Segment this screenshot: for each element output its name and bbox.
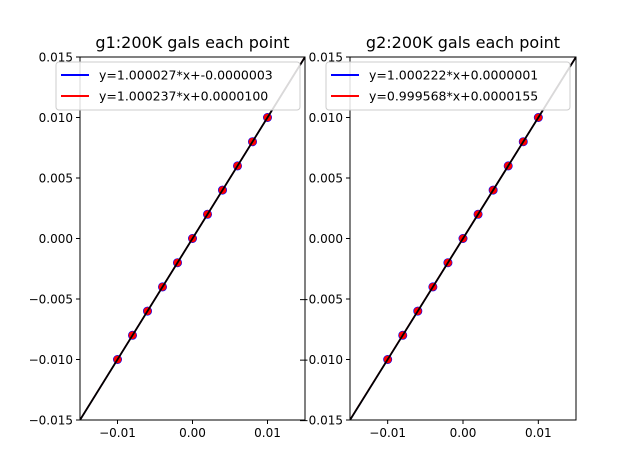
- chart1-x-tick-label: 0.00: [179, 426, 206, 440]
- chart1-y-tick-label: −0.010: [29, 353, 73, 367]
- chart1-y-tick-label: −0.015: [29, 414, 73, 428]
- chart1-y-tick-label: 0.015: [39, 51, 73, 65]
- chart2-x-tick-label: 0.01: [525, 426, 552, 440]
- chart2-y-tick-label: 0.000: [309, 232, 343, 246]
- chart2-y-tick-label: −0.010: [299, 353, 343, 367]
- chart2-y-tick-label: 0.015: [309, 51, 343, 65]
- chart1-y-tick-label: 0.010: [39, 111, 73, 125]
- chart2-legend-box: [325, 61, 571, 111]
- chart1-title: g1:200K gals each point: [95, 33, 289, 52]
- chart1-y-tick-label: 0.005: [39, 172, 73, 186]
- chart2-legend-label: y=0.999568*x+0.0000155: [369, 89, 538, 104]
- chart1-legend-label: y=1.000237*x+0.0000100: [99, 89, 268, 104]
- chart1-x-tick-label: −0.01: [99, 426, 136, 440]
- chart2-y-tick-label: 0.005: [309, 172, 343, 186]
- chart1-legend: y=1.000027*x+-0.0000003 y=1.000237*x+0.00…: [55, 61, 301, 111]
- chart2-x-tick-label: −0.01: [369, 426, 406, 440]
- chart2-legend-label: y=1.000222*x+0.0000001: [369, 68, 538, 83]
- chart1: −0.01 0.00 0.01 −0.015 −0.010 −0.005 0.000 0.00…: [29, 33, 306, 440]
- chart2: −0.01 0.00 0.01 −0.015 −0.010 −0.005 0.000 0.00…: [299, 33, 577, 440]
- chart2-reference-line: [350, 57, 576, 420]
- chart2-y-tick-label: 0.010: [309, 111, 343, 125]
- chart1-reference-line: [80, 57, 305, 420]
- chart2-x-tick-label: 0.00: [450, 426, 477, 440]
- chart1-y-tick-label: −0.005: [29, 293, 73, 307]
- chart1-y-tick-label: 0.000: [39, 232, 73, 246]
- chart1-legend-box: [55, 61, 301, 111]
- chart2-y-tick-label: −0.015: [299, 414, 343, 428]
- chart2-y-tick-label: −0.005: [299, 293, 343, 307]
- chart2-legend: y=1.000222*x+0.0000001 y=0.999568*x+0.000…: [325, 61, 571, 111]
- chart2-title: g2:200K gals each point: [366, 33, 560, 52]
- chart1-legend-label: y=1.000027*x+-0.0000003: [99, 68, 273, 83]
- chart1-x-tick-label: 0.01: [254, 426, 281, 440]
